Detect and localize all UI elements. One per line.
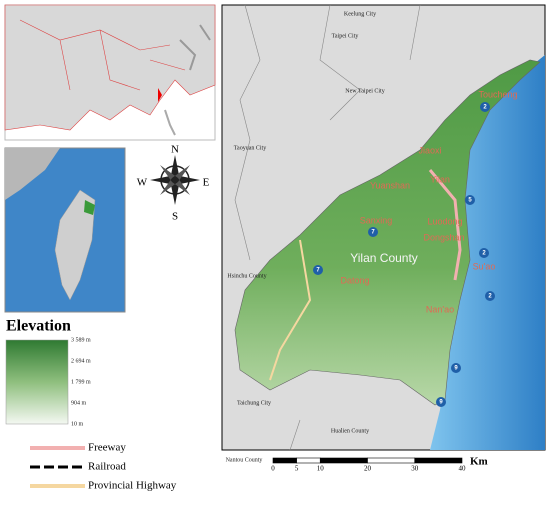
county-label: Yilan County bbox=[350, 251, 418, 265]
place-label: Su'ao bbox=[473, 261, 496, 271]
legend-label: Freeway bbox=[88, 442, 126, 454]
elevation-label: 10 m bbox=[71, 421, 84, 427]
elevation-legend: Elevation 3 589 m 2 694 m 1 799 m 904 m … bbox=[5, 318, 91, 427]
scale-tick-label: 10 bbox=[317, 465, 325, 473]
line-legend: Freeway Railroad Provincial Highway bbox=[30, 442, 177, 492]
place-label: Yilan bbox=[430, 174, 450, 184]
legend-title: Elevation bbox=[6, 318, 71, 335]
compass-e: E bbox=[203, 177, 210, 189]
shield-label: 9 bbox=[439, 400, 443, 406]
shield-label: 7 bbox=[371, 230, 375, 236]
place-label: Taoyuan City bbox=[234, 145, 266, 151]
compass-n: N bbox=[171, 144, 179, 156]
scale-segment bbox=[272, 457, 297, 464]
scale-tick-label: 30 bbox=[411, 465, 419, 473]
main-map: Keelung City Taipei City New Taipei City… bbox=[221, 4, 546, 463]
place-label: Luodong bbox=[427, 216, 462, 226]
compass-s: S bbox=[172, 211, 178, 223]
place-label: Hsinchu County bbox=[227, 273, 266, 279]
elevation-label: 904 m bbox=[71, 400, 87, 406]
place-label: Nantou County bbox=[226, 457, 263, 463]
scale-segment bbox=[296, 457, 321, 464]
scale-unit: Km bbox=[470, 456, 488, 468]
shield-label: 9 bbox=[454, 366, 458, 372]
asia-inset bbox=[4, 4, 216, 141]
place-label: Dongshan bbox=[423, 232, 464, 242]
place-label: Sanxing bbox=[360, 215, 393, 225]
shield-label: 2 bbox=[488, 294, 492, 300]
legend-label: Provincial Highway bbox=[88, 480, 177, 492]
scale-tick-label: 20 bbox=[364, 465, 372, 473]
place-label: Keelung City bbox=[344, 11, 376, 17]
elevation-label: 1 799 m bbox=[71, 379, 91, 385]
place-label: Taipei City bbox=[332, 33, 359, 39]
taiwan-inset bbox=[4, 147, 126, 313]
elevation-label: 3 589 m bbox=[71, 337, 91, 343]
scale-segment bbox=[319, 457, 368, 464]
shield-label: 5 bbox=[468, 198, 472, 204]
compass-w: W bbox=[137, 177, 148, 189]
shield-label: 2 bbox=[482, 251, 486, 257]
elevation-label: 2 694 m bbox=[71, 358, 91, 364]
scale-tick-label: 0 bbox=[271, 465, 275, 473]
legend-label: Railroad bbox=[88, 461, 126, 473]
place-label: Taichung City bbox=[237, 400, 271, 406]
shield-label: 2 bbox=[483, 105, 487, 111]
compass: N E S W bbox=[137, 144, 210, 223]
place-label: Nan'ao bbox=[426, 304, 454, 314]
scale-bar: Km 0 5 10 20 30 40 bbox=[271, 456, 487, 473]
place-label: Jiaoxi bbox=[418, 145, 441, 155]
scale-segment bbox=[367, 457, 416, 464]
place-label: Yuanshan bbox=[370, 180, 410, 190]
shield-label: 7 bbox=[316, 268, 320, 274]
place-label: Hualien County bbox=[331, 428, 369, 434]
place-label: Datong bbox=[340, 275, 369, 285]
scale-tick-label: 40 bbox=[459, 465, 467, 473]
place-label: Toucheng bbox=[478, 89, 517, 99]
scale-tick-label: 5 bbox=[295, 465, 299, 473]
route-shields: 2 5 2 2 9 7 7 9 bbox=[313, 102, 495, 407]
scale-segment bbox=[414, 457, 463, 464]
place-label: New Taipei City bbox=[345, 88, 384, 94]
